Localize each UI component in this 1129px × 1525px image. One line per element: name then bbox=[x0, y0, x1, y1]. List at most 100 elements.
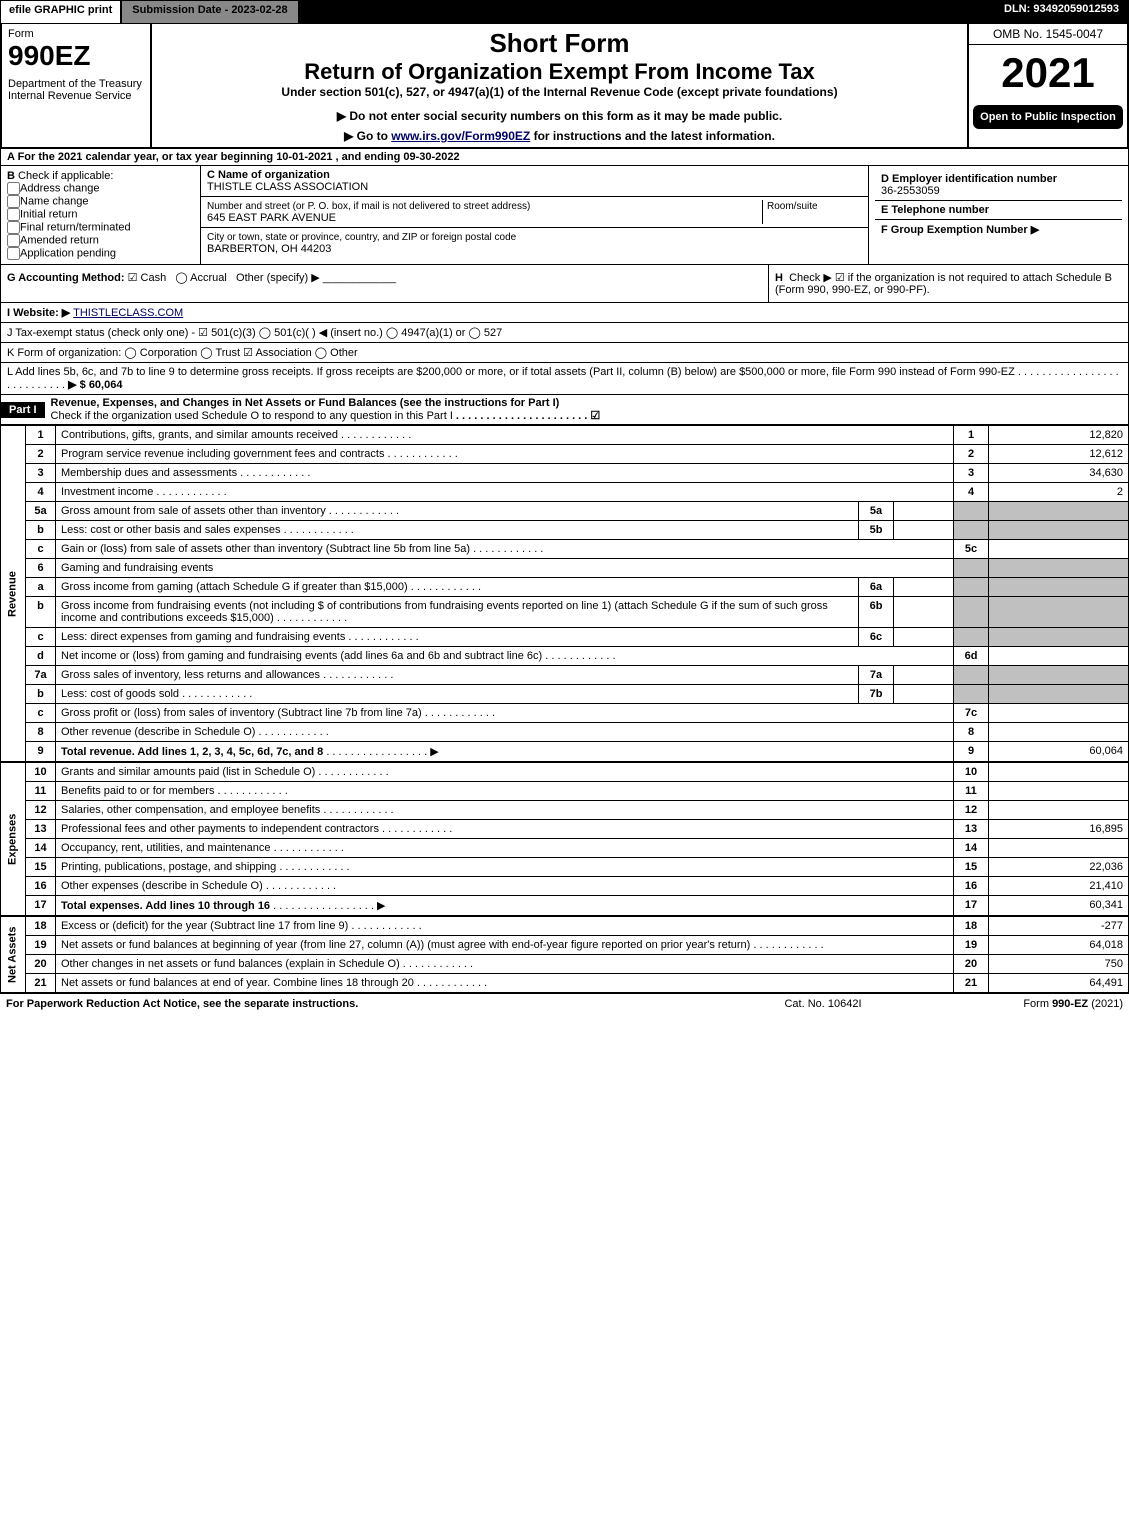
form-number: 990EZ bbox=[8, 40, 144, 72]
line-amount bbox=[989, 839, 1129, 858]
line-desc: Total revenue. Add lines 1, 2, 3, 4, 5c,… bbox=[56, 742, 954, 762]
e-label: E Telephone number bbox=[881, 204, 989, 216]
submission-date: Submission Date - 2023-02-28 bbox=[121, 0, 298, 24]
ein: 36-2553059 bbox=[881, 185, 940, 197]
form-word: Form bbox=[8, 28, 144, 40]
line-k: K Form of organization: ◯ Corporation ◯ … bbox=[0, 343, 1129, 363]
line-num: c bbox=[26, 628, 56, 647]
line-a: A For the 2021 calendar year, or tax yea… bbox=[0, 149, 1129, 166]
opt-address: Address change bbox=[20, 182, 100, 194]
line-num: 5a bbox=[26, 502, 56, 521]
g-label: G Accounting Method: bbox=[7, 272, 125, 284]
line-num: 12 bbox=[26, 801, 56, 820]
line-desc: Investment income . . . . . . . . . . . … bbox=[56, 483, 954, 502]
line-desc: Gross sales of inventory, less returns a… bbox=[56, 666, 859, 685]
line-amount: 2 bbox=[989, 483, 1129, 502]
line-desc: Salaries, other compensation, and employ… bbox=[56, 801, 954, 820]
line-desc: Gain or (loss) from sale of assets other… bbox=[56, 540, 954, 559]
inline-box-label: 6a bbox=[859, 578, 894, 597]
line-amount: 64,018 bbox=[989, 936, 1129, 955]
chk-initial-return[interactable] bbox=[7, 208, 20, 221]
line-ref: 9 bbox=[954, 742, 989, 762]
short-form: Short Form bbox=[158, 28, 961, 59]
line-ref: 8 bbox=[954, 723, 989, 742]
line-ref: 1 bbox=[954, 426, 989, 445]
goto-post: for instructions and the latest informat… bbox=[530, 129, 775, 143]
inline-box-value bbox=[894, 521, 954, 540]
line-amount: -277 bbox=[989, 917, 1129, 936]
street-label: Number and street (or P. O. box, if mail… bbox=[207, 201, 530, 212]
line-num: c bbox=[26, 540, 56, 559]
f-label: F Group Exemption Number ▶ bbox=[881, 224, 1039, 236]
line-amount bbox=[989, 801, 1129, 820]
line-desc: Less: cost of goods sold . . . . . . . .… bbox=[56, 685, 859, 704]
line-num: b bbox=[26, 521, 56, 540]
line-ref bbox=[954, 521, 989, 540]
line-amount bbox=[989, 704, 1129, 723]
goto-line: Go to www.irs.gov/Form990EZ for instruct… bbox=[158, 129, 961, 143]
chk-name-change[interactable] bbox=[7, 195, 20, 208]
open-inspection: Open to Public Inspection bbox=[973, 105, 1123, 129]
line-desc: Benefits paid to or for members . . . . … bbox=[56, 782, 954, 801]
line-ref: 7c bbox=[954, 704, 989, 723]
dln: DLN: 93492059012593 bbox=[994, 0, 1129, 24]
side-label: Net Assets bbox=[1, 917, 26, 993]
inline-box-value bbox=[894, 578, 954, 597]
line-amount: 22,036 bbox=[989, 858, 1129, 877]
section-c: C Name of organization THISTLE CLASS ASS… bbox=[201, 166, 868, 264]
chk-final-return[interactable] bbox=[7, 221, 20, 234]
goto-link[interactable]: www.irs.gov/Form990EZ bbox=[391, 129, 530, 143]
line-desc: Gaming and fundraising events bbox=[56, 559, 954, 578]
line-ref bbox=[954, 685, 989, 704]
line-desc: Gross income from fundraising events (no… bbox=[56, 597, 859, 628]
chk-amended-return[interactable] bbox=[7, 234, 20, 247]
line-num: a bbox=[26, 578, 56, 597]
line-ref bbox=[954, 666, 989, 685]
chk-address-change[interactable] bbox=[7, 182, 20, 195]
part1-title: Revenue, Expenses, and Changes in Net As… bbox=[51, 397, 560, 409]
city: BARBERTON, OH 44203 bbox=[207, 243, 331, 255]
street: 645 EAST PARK AVENUE bbox=[207, 212, 336, 224]
line-desc: Net income or (loss) from gaming and fun… bbox=[56, 647, 954, 666]
line-ref: 5c bbox=[954, 540, 989, 559]
top-bar: efile GRAPHIC print Submission Date - 20… bbox=[0, 0, 1129, 24]
footer-left: For Paperwork Reduction Act Notice, see … bbox=[6, 998, 723, 1010]
section-def: D Employer identification number 36-2553… bbox=[868, 166, 1128, 264]
line-num: 1 bbox=[26, 426, 56, 445]
expenses-table: Expenses10Grants and similar amounts pai… bbox=[0, 762, 1129, 916]
line-ref: 6d bbox=[954, 647, 989, 666]
c-label: C Name of organization bbox=[207, 169, 330, 181]
footer-right: Form 990-EZ (2021) bbox=[923, 998, 1123, 1010]
line-desc: Less: direct expenses from gaming and fu… bbox=[56, 628, 859, 647]
line-desc: Other expenses (describe in Schedule O) … bbox=[56, 877, 954, 896]
line-amount: 60,341 bbox=[989, 896, 1129, 916]
netassets-table: Net Assets 18Excess or (deficit) for the … bbox=[0, 916, 1129, 993]
line-amount bbox=[989, 578, 1129, 597]
line-ref: 2 bbox=[954, 445, 989, 464]
line-ref: 19 bbox=[954, 936, 989, 955]
under-section: Under section 501(c), 527, or 4947(a)(1)… bbox=[158, 85, 961, 99]
line-num: 14 bbox=[26, 839, 56, 858]
efile-print-button[interactable]: efile GRAPHIC print bbox=[0, 0, 121, 24]
line-ref bbox=[954, 597, 989, 628]
line-ref: 18 bbox=[954, 917, 989, 936]
inline-box-label: 7b bbox=[859, 685, 894, 704]
line-num: 20 bbox=[26, 955, 56, 974]
line-desc: Program service revenue including govern… bbox=[56, 445, 954, 464]
line-amount bbox=[989, 647, 1129, 666]
form-header: Form 990EZ Department of the Treasury In… bbox=[0, 24, 1129, 149]
chk-application-pending[interactable] bbox=[7, 247, 20, 260]
line-amount: 12,612 bbox=[989, 445, 1129, 464]
omb-no: OMB No. 1545-0047 bbox=[969, 24, 1127, 45]
line-amount bbox=[989, 559, 1129, 578]
website-link[interactable]: THISTLECLASS.COM bbox=[73, 307, 183, 319]
line-ref: 14 bbox=[954, 839, 989, 858]
line-amount bbox=[989, 782, 1129, 801]
line-num: 16 bbox=[26, 877, 56, 896]
opt-initial: Initial return bbox=[20, 208, 77, 220]
g-accrual: Accrual bbox=[190, 272, 227, 284]
irs: Internal Revenue Service bbox=[8, 90, 144, 102]
h-label: H bbox=[775, 272, 783, 284]
line-desc: Excess or (deficit) for the year (Subtra… bbox=[56, 917, 954, 936]
line-desc: Professional fees and other payments to … bbox=[56, 820, 954, 839]
